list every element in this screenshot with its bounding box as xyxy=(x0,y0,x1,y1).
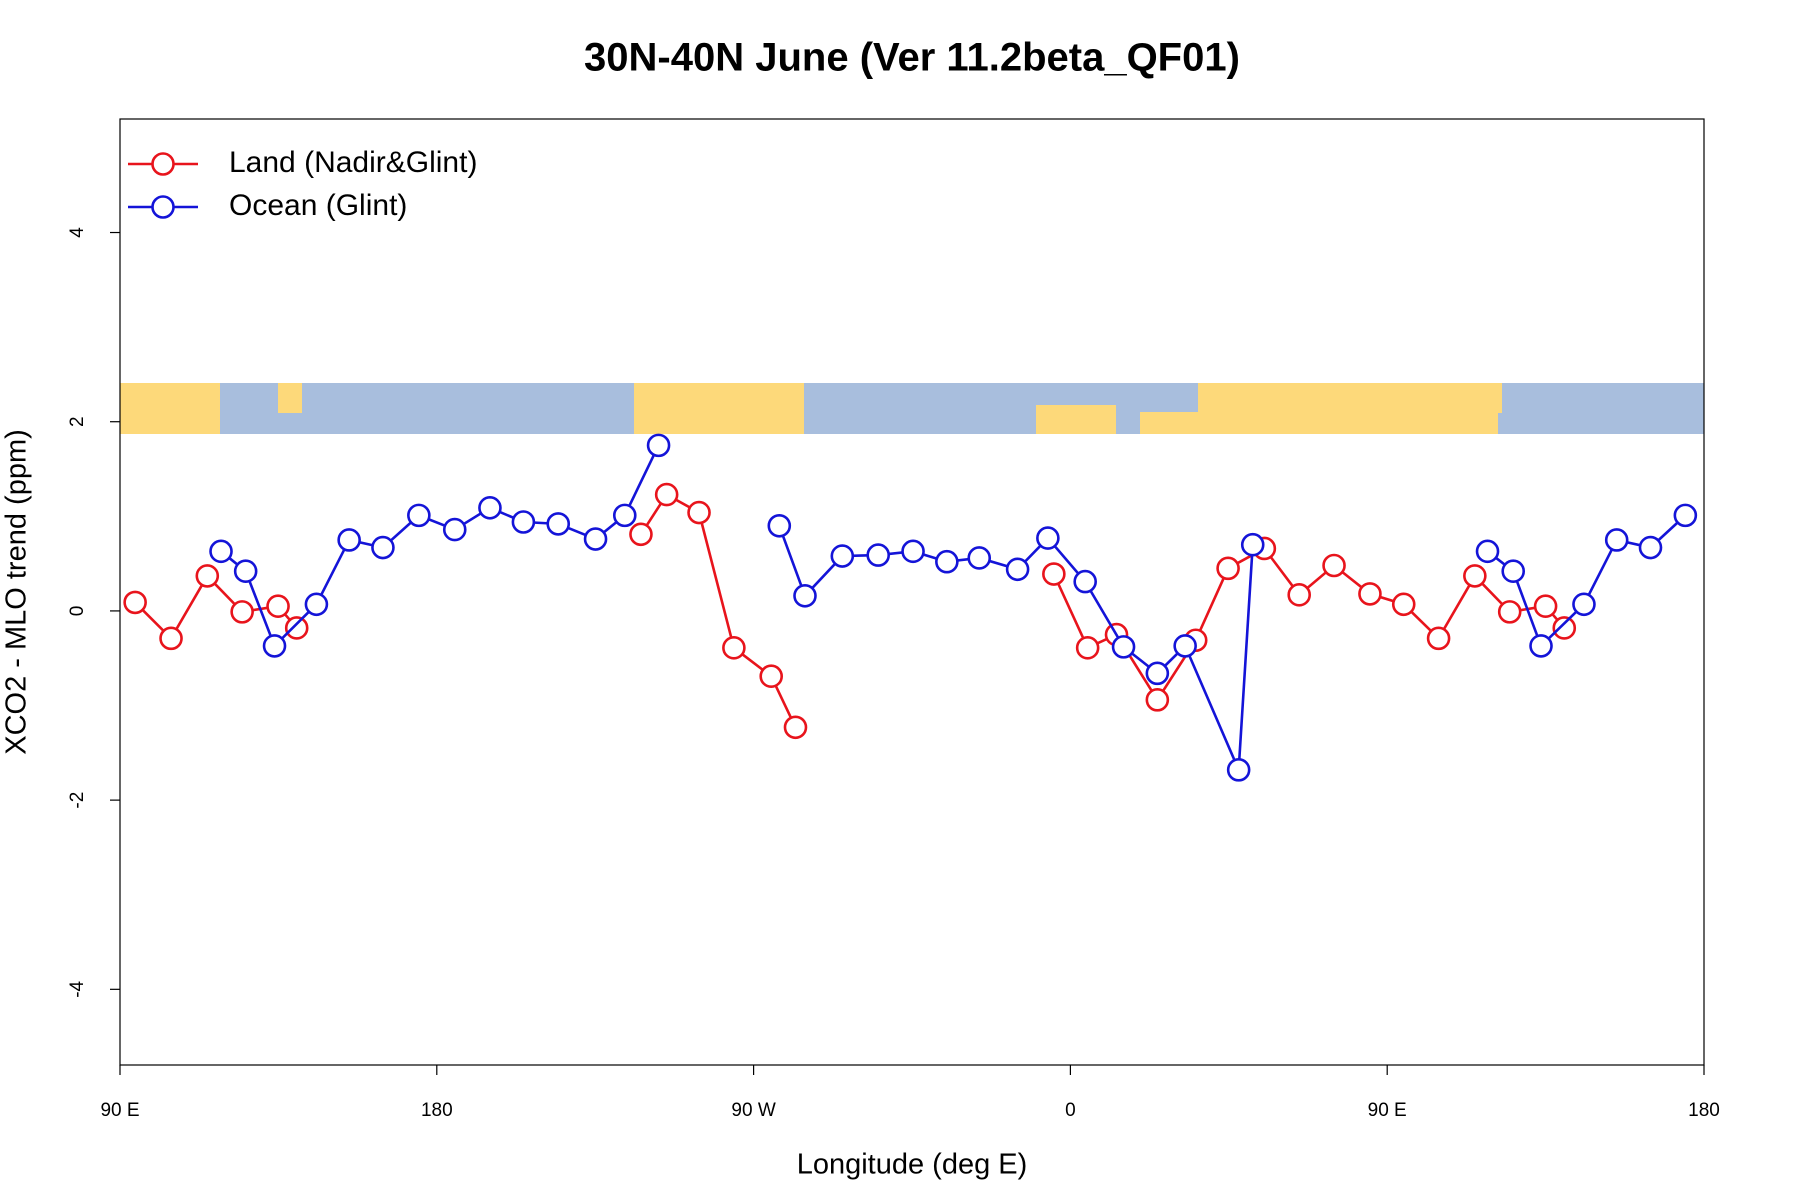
data-point xyxy=(159,626,183,651)
data-point xyxy=(935,549,959,574)
data-point xyxy=(511,510,536,534)
map-land xyxy=(1484,383,1502,413)
data-point xyxy=(901,539,925,564)
data-point xyxy=(583,527,608,551)
map-land xyxy=(278,383,302,413)
data-point xyxy=(1572,592,1596,617)
x-tick-label: 90 E xyxy=(100,1100,139,1121)
map-land xyxy=(1036,405,1116,434)
data-point xyxy=(1216,556,1240,581)
map-land xyxy=(120,383,220,434)
data-point xyxy=(767,513,792,538)
data-point xyxy=(284,616,309,640)
data-point xyxy=(546,512,571,536)
legend-marker xyxy=(151,152,175,176)
data-point xyxy=(1673,503,1698,528)
data-point xyxy=(407,503,431,528)
map-land xyxy=(1198,383,1498,434)
data-point xyxy=(1638,535,1663,560)
series-line xyxy=(1052,546,1566,703)
data-point xyxy=(266,594,290,618)
data-point xyxy=(209,539,233,564)
data-point xyxy=(195,564,220,588)
data-point xyxy=(1322,553,1346,578)
data-point xyxy=(262,634,287,658)
data-point xyxy=(478,496,502,520)
data-point xyxy=(646,433,671,458)
data-point xyxy=(967,546,992,570)
y-tick-label: 2 xyxy=(67,416,88,427)
x-tick-label: 90 W xyxy=(731,1100,775,1121)
data-point xyxy=(1173,634,1197,658)
x-tick-label: 180 xyxy=(421,1100,453,1121)
x-tick-label: 0 xyxy=(1065,1100,1076,1121)
data-point xyxy=(629,522,653,547)
data-point xyxy=(1042,562,1066,586)
data-point xyxy=(1145,688,1170,712)
data-point xyxy=(371,535,395,560)
x-tick-label: 90 E xyxy=(1368,1100,1407,1121)
data-point xyxy=(1005,557,1030,582)
data-point xyxy=(442,517,467,542)
y-axis-label: XCO2 - MLO trend (ppm) xyxy=(1,429,33,755)
data-point xyxy=(1240,532,1265,557)
map-land xyxy=(634,383,804,434)
data-point xyxy=(793,583,817,608)
y-tick-label: 0 xyxy=(67,606,88,617)
data-point xyxy=(866,543,891,567)
y-tick-label: -2 xyxy=(67,792,88,809)
map-strip xyxy=(120,383,1704,434)
data-point xyxy=(612,503,637,528)
data-point xyxy=(1533,594,1558,618)
data-point xyxy=(1075,636,1100,660)
data-point xyxy=(1145,661,1170,686)
y-tick-label: -4 xyxy=(67,980,88,997)
data-point xyxy=(123,590,147,615)
data-point xyxy=(1226,758,1251,782)
x-tick-label: 180 xyxy=(1688,1100,1720,1121)
data-point xyxy=(1287,583,1311,607)
data-point xyxy=(1111,635,1136,659)
data-point xyxy=(1463,564,1487,588)
data-point xyxy=(230,600,254,624)
data-point xyxy=(1391,592,1416,617)
data-point xyxy=(654,482,679,507)
data-point xyxy=(1073,569,1097,594)
data-point xyxy=(783,715,808,740)
data-point xyxy=(1501,559,1526,583)
data-point xyxy=(722,636,746,660)
data-point xyxy=(1358,582,1382,606)
data-point xyxy=(233,559,258,583)
data-point xyxy=(1475,539,1500,564)
chart-title: 30N-40N June (Ver 11.2beta_QF01) xyxy=(584,36,1240,80)
legend-item: Land (Nadir&Glint) xyxy=(128,146,477,179)
data-point xyxy=(1497,600,1522,624)
plot-frame xyxy=(119,118,1705,1066)
legend-item: Ocean (Glint) xyxy=(128,189,407,222)
data-point xyxy=(759,664,784,688)
y-tick-label: 4 xyxy=(67,227,88,238)
data-point xyxy=(687,500,711,525)
data-point xyxy=(830,544,855,568)
data-point xyxy=(337,528,361,552)
data-point xyxy=(1036,526,1060,550)
map-land xyxy=(1140,412,1200,434)
data-point xyxy=(1604,528,1629,552)
x-axis-label: Longitude (deg E) xyxy=(797,1149,1028,1181)
legend-label: Ocean (Glint) xyxy=(229,189,407,222)
data-point xyxy=(1529,634,1553,658)
legend-label: Land (Nadir&Glint) xyxy=(229,146,477,179)
data-point xyxy=(304,592,329,617)
data-point xyxy=(1426,626,1451,651)
legend-marker xyxy=(151,195,175,219)
data-point xyxy=(1552,616,1577,640)
